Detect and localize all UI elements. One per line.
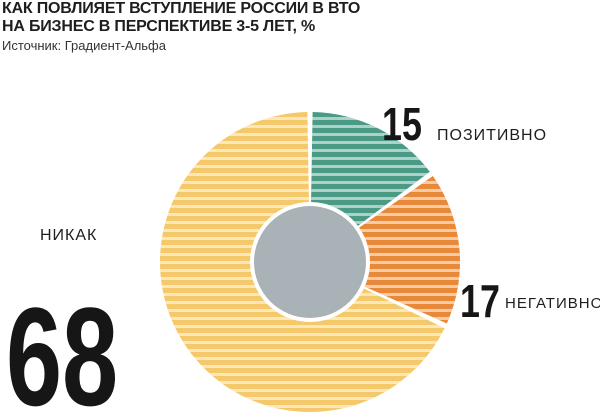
slice-name-label-3: НИКАК — [40, 227, 97, 244]
donut-slice-stripes-1 — [311, 112, 430, 226]
slice-name-label-1: ПОЗИТИВНО — [437, 127, 547, 144]
chart-title-line-1: КАК ПОВЛИЯЕТ ВСТУПЛЕНИЕ РОССИИ В ВТО — [2, 0, 361, 17]
slice-name-label-2: НЕГАТИВНО — [505, 295, 600, 312]
chart-source: Источник: Градиент-Альфа — [2, 38, 166, 53]
slice-value-label-2: 17 — [460, 276, 500, 327]
chart-title-line-2: НА БИЗНЕС В ПЕРСПЕКТИВЕ 3-5 ЛЕТ, % — [2, 18, 316, 35]
donut-slice-stripes-2 — [359, 175, 461, 324]
donut-labels: 15 ПОЗИТИВНО 17 НЕГАТИВНО 68 НИКАК — [6, 99, 600, 417]
slice-value-label-1: 15 — [382, 99, 422, 150]
chart-title: КАК ПОВЛИЯЕТ ВСТУПЛЕНИЕ РОССИИ В ВТО НА … — [2, 0, 422, 36]
donut-slice-stripes-3 — [160, 112, 445, 413]
donut-center — [254, 206, 366, 318]
slice-value-label-3: 68 — [6, 279, 118, 417]
donut-stripes — [160, 112, 461, 413]
